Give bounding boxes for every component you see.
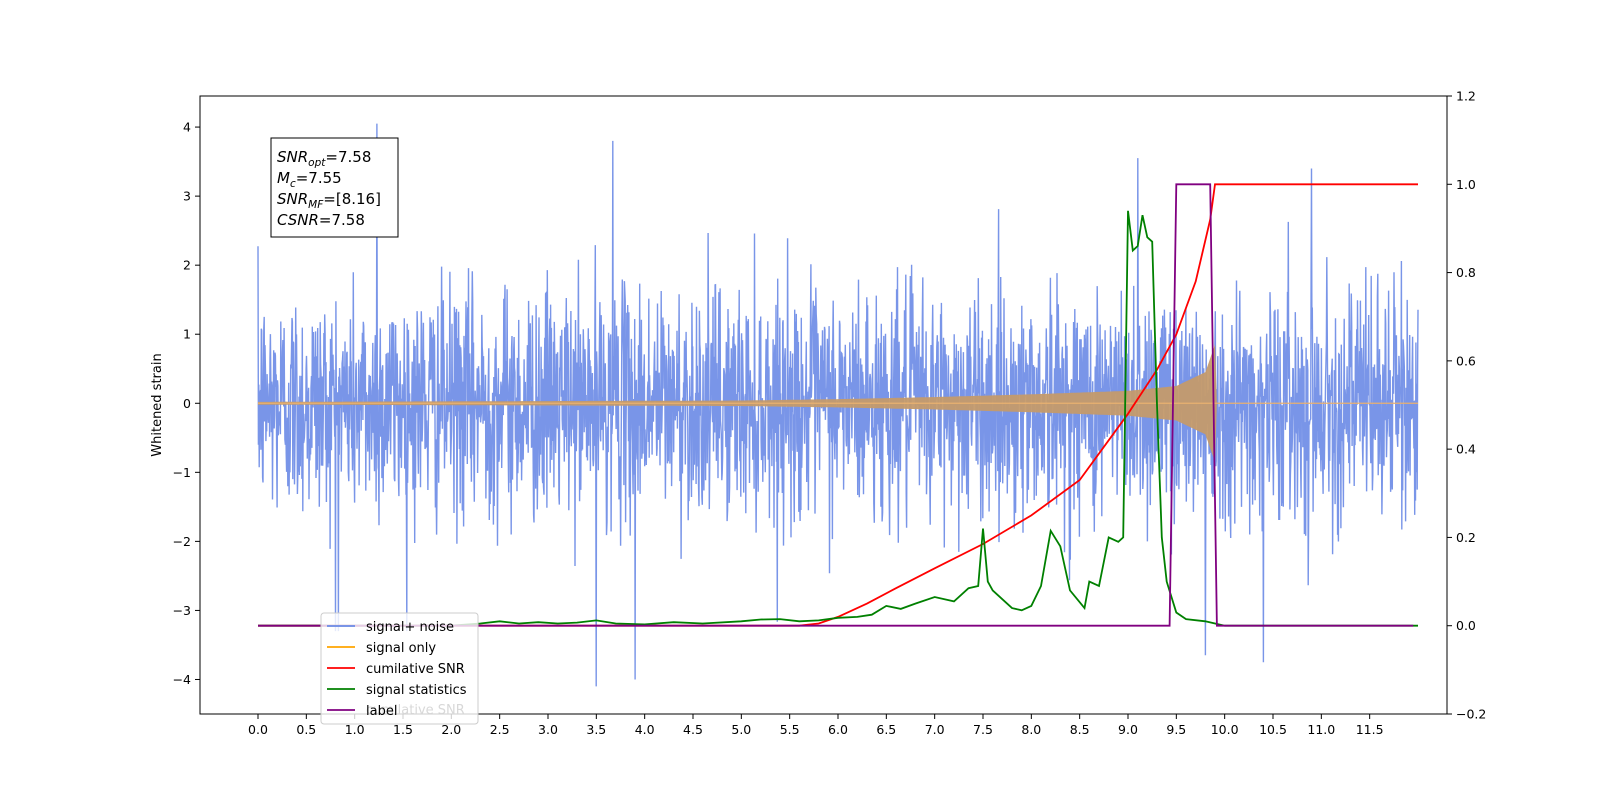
x-tick-label: 4.0 [635, 722, 655, 737]
y2-tick-label: 0.2 [1456, 530, 1476, 545]
y-tick-label: −4 [173, 672, 191, 687]
legend-entry: label [366, 704, 397, 719]
x-tick-label: 3.0 [538, 722, 558, 737]
y-axis-label: Whitened strain [150, 353, 165, 456]
legend-entry: signal only [366, 641, 436, 656]
signal-noise-series [257, 123, 1419, 687]
y-tick-label: 0 [183, 396, 191, 411]
x-tick-label: 5.5 [780, 722, 800, 737]
annotation-line: SNRMF=[8.16] [277, 190, 381, 211]
y2-tick-label: 1.2 [1456, 89, 1476, 104]
legend: cumilative SNR signal+ noise signal only cu… [320, 612, 479, 725]
x-tick-label: 8.5 [1070, 722, 1090, 737]
y-tick-label: −2 [173, 534, 191, 549]
annotation-line: SNRopt=7.58 [277, 148, 371, 169]
annotation-line: Mc=7.55 [277, 169, 342, 190]
x-tick-label: 3.5 [586, 722, 606, 737]
right-axis-series [258, 183, 1418, 627]
x-tick-label: 6.5 [876, 722, 896, 737]
x-tick-label: 9.5 [1166, 722, 1186, 737]
signal-noise-line [257, 123, 1419, 687]
x-tick-label: 7.5 [973, 722, 993, 737]
y-tick-label: 4 [183, 120, 191, 135]
y-axis-left: 4 3 2 1 0 −1 −2 −3 −4 [173, 120, 200, 687]
x-tick-label: 1.5 [393, 722, 413, 737]
y-tick-label: 3 [183, 189, 191, 204]
x-tick-label: 0.5 [296, 722, 316, 737]
x-tick-label: 8.0 [1021, 722, 1041, 737]
x-tick-label: 11.5 [1356, 722, 1384, 737]
x-tick-label: 5.0 [731, 722, 751, 737]
x-tick-label: 10.0 [1211, 722, 1239, 737]
plot-area [257, 123, 1419, 687]
x-tick-label: 6.0 [828, 722, 848, 737]
x-tick-label: 1.0 [345, 722, 365, 737]
x-tick-label: 11.0 [1307, 722, 1335, 737]
legend-entry: cumilative SNR [366, 662, 465, 677]
y-tick-label: 1 [183, 327, 191, 342]
y2-tick-label: 1.0 [1456, 177, 1476, 192]
x-tick-label: 4.5 [683, 722, 703, 737]
x-axis: 0.0 0.5 1.0 1.5 2.0 2.5 3.0 3.5 4.0 4.5 5.0 5.5 6.0 6… [248, 714, 1384, 737]
label-line [258, 183, 1414, 627]
legend-entry: signal statistics [366, 683, 467, 698]
y2-tick-label: −0.2 [1456, 707, 1486, 722]
y-tick-label: −1 [173, 465, 191, 480]
annotation-frame [270, 137, 399, 238]
x-tick-label: 0.0 [248, 722, 268, 737]
x-tick-label: 2.0 [441, 722, 461, 737]
legend-entry: signal+ noise [366, 620, 454, 635]
x-tick-label: 9.0 [1118, 722, 1138, 737]
x-tick-label: 7.0 [925, 722, 945, 737]
y2-tick-label: 0.6 [1456, 353, 1476, 368]
plot-frame [199, 95, 1448, 715]
cumulative-snr-line [258, 183, 1418, 627]
y-tick-label: −3 [173, 603, 191, 618]
y2-tick-label: 0.4 [1456, 442, 1476, 457]
y-tick-label: 2 [183, 258, 191, 273]
y-axis-right: 1.2 1.0 0.8 0.6 0.4 0.2 0.0 −0.2 [1447, 89, 1486, 722]
y2-tick-label: 0.0 [1456, 618, 1476, 633]
annotation-line: CSNR=7.58 [277, 211, 365, 229]
y2-tick-label: 0.8 [1456, 265, 1476, 280]
legend-frame [320, 612, 479, 725]
legend-ghost-text: cumilative SNR [366, 703, 465, 718]
signal-only-series [258, 344, 1418, 462]
signal-statistics-line [258, 210, 1418, 627]
x-tick-label: 2.5 [490, 722, 510, 737]
x-tick-label: 10.5 [1259, 722, 1287, 737]
